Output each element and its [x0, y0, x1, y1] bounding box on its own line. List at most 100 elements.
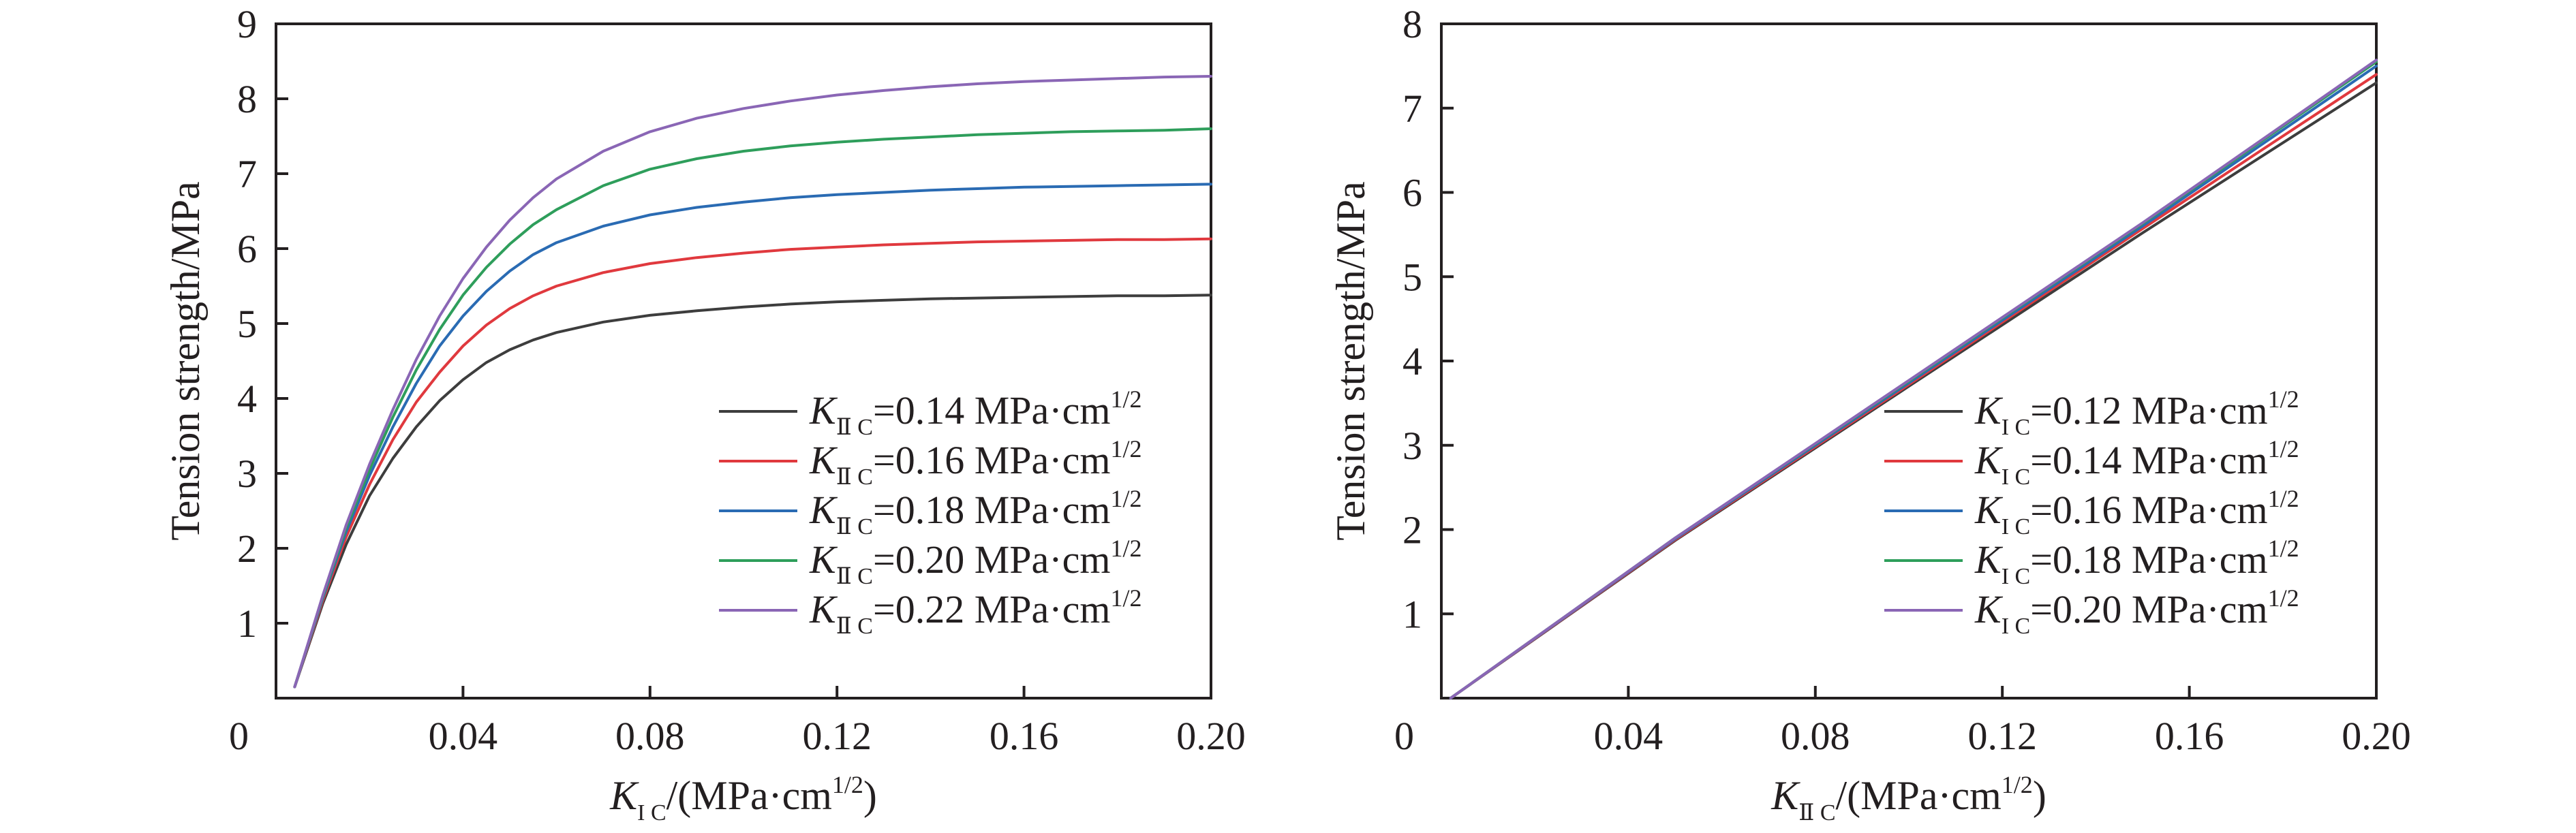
legend-entry-1: KⅡ C=0.14 MPa·cm1/2 — [809, 386, 1141, 440]
x-tick-label: 0.04 — [1594, 714, 1663, 758]
x-tick-label: 0.16 — [2155, 714, 2224, 758]
y-tick-label: 2 — [1402, 508, 1422, 552]
origin-label: 0 — [1394, 714, 1414, 758]
y-tick-label: 2 — [237, 526, 257, 571]
chart-panel-2: 0.04 0.08 0.12 0.16 0.20 1 2 3 4 5 6 7 8 0 Tension str… — [1328, 2, 2411, 826]
x-tick-label: 0.12 — [1967, 714, 2037, 758]
y-tick-label: 9 — [237, 2, 257, 46]
legend-value: =0.22 — [873, 587, 964, 631]
legend-entry-4: KⅡ C=0.20 MPa·cm1/2 — [809, 535, 1141, 589]
legend-subscript: Ⅱ C — [836, 415, 873, 440]
legend-value: =0.16 — [873, 438, 964, 482]
x-axis-superscript: 1/2 — [2002, 771, 2033, 798]
legend-unit: MPa·cm — [964, 438, 1110, 482]
legend-value: =0.20 — [873, 537, 964, 582]
legend-superscript: 1/2 — [2268, 584, 2299, 612]
legend-superscript: 1/2 — [2268, 386, 2299, 413]
series-line-2 — [293, 237, 1212, 689]
x-axis-subscript: I C — [637, 800, 666, 826]
x-axis-superscript: 1/2 — [832, 771, 863, 798]
legend-symbol: K — [1974, 388, 2004, 433]
legend-unit: MPa·cm — [964, 587, 1110, 631]
legend-value: =0.18 — [873, 488, 964, 532]
legend-subscript: I C — [2002, 564, 2031, 589]
legend-symbol: K — [1974, 488, 2004, 532]
legend-subscript: Ⅱ C — [836, 564, 873, 589]
x-axis-symbol: K — [609, 773, 639, 818]
x-tick-label: 0.04 — [429, 714, 498, 758]
legend-entry-3: KI C=0.16 MPa·cm1/2 — [1974, 485, 2299, 539]
legend-superscript: 1/2 — [1110, 535, 1141, 562]
legend-unit: MPa·cm — [2121, 537, 2267, 582]
legend-superscript: 1/2 — [1110, 386, 1141, 413]
y-tick-label: 4 — [1402, 339, 1422, 383]
x-tick-label: 0.20 — [2342, 714, 2411, 758]
y-tick-label: 1 — [237, 601, 257, 646]
legend-entry-4: KI C=0.18 MPa·cm1/2 — [1974, 535, 2299, 589]
legend-symbol: K — [1974, 587, 2004, 631]
y-tick-label: 7 — [237, 152, 257, 196]
legend-superscript: 1/2 — [1110, 435, 1141, 462]
legend-superscript: 1/2 — [1110, 584, 1141, 612]
legend-subscript: Ⅱ C — [836, 514, 873, 539]
y-tick-label: 1 — [1402, 592, 1422, 636]
series-line-5 — [293, 75, 1212, 689]
x-axis-unit: /(MPa·cm — [666, 773, 832, 818]
x-tick-label: 0.08 — [615, 714, 685, 758]
legend-unit: MPa·cm — [2121, 388, 2267, 433]
legend-value: =0.12 — [2030, 388, 2121, 433]
x-tick-label: 0.16 — [990, 714, 1059, 758]
x-axis-label: KⅡ C/(MPa·cm1/2) — [1770, 771, 2046, 826]
legend-entry-5: KⅡ C=0.22 MPa·cm1/2 — [809, 584, 1141, 639]
y-axis-label: Tension strength/MPa — [163, 181, 208, 540]
legend-superscript: 1/2 — [2268, 435, 2299, 462]
x-axis-symbol: K — [1770, 773, 1800, 818]
x-axis-subscript: Ⅱ C — [1798, 800, 1835, 826]
y-tick-label: 3 — [237, 452, 257, 496]
legend-subscript: I C — [2002, 415, 2031, 440]
legend-subscript: I C — [2002, 614, 2031, 639]
legend-entry-2: KⅡ C=0.16 MPa·cm1/2 — [809, 435, 1141, 490]
legend-entry-3: KⅡ C=0.18 MPa·cm1/2 — [809, 485, 1141, 539]
legend-entry-5: KI C=0.20 MPa·cm1/2 — [1974, 584, 2299, 639]
legend-entry-2: KI C=0.14 MPa·cm1/2 — [1974, 435, 2299, 490]
legend-subscript: I C — [2002, 514, 2031, 539]
x-axis-close: ) — [863, 773, 877, 818]
legend-value: =0.14 — [873, 388, 964, 433]
legend-unit: MPa·cm — [2121, 438, 2267, 482]
legend-unit: MPa·cm — [964, 488, 1110, 532]
legend-unit: MPa·cm — [964, 388, 1110, 433]
legend-symbol: K — [809, 587, 838, 631]
y-tick-label: 8 — [237, 77, 257, 121]
y-tick-label: 7 — [1402, 87, 1422, 131]
plot-frame — [275, 22, 1212, 700]
legend-value: =0.20 — [2030, 587, 2121, 631]
legend-symbol: K — [1974, 537, 2004, 582]
legend-unit: MPa·cm — [2121, 488, 2267, 532]
x-axis-label: KI C/(MPa·cm1/2) — [609, 771, 877, 826]
x-axis-close: ) — [2033, 773, 2046, 818]
y-tick-label: 5 — [1402, 255, 1422, 299]
legend-value: =0.18 — [2030, 537, 2121, 582]
series-line-4 — [293, 127, 1212, 689]
legend-unit: MPa·cm — [964, 537, 1110, 582]
legend-subscript: Ⅱ C — [836, 465, 873, 490]
legend-value: =0.16 — [2030, 488, 2121, 532]
legend-subscript: I C — [2002, 465, 2031, 490]
chart-panel-1: 0.04 0.08 0.12 0.16 0.20 1 2 3 4 5 6 7 8 9 0 Tension st… — [163, 2, 1246, 826]
legend-symbol: K — [809, 537, 838, 582]
series-line-3 — [293, 183, 1212, 689]
legend: KI C=0.12 MPa·cm1/2KI C=0.14 MPa·cm1/2KI… — [1884, 386, 2299, 639]
y-tick-label: 8 — [1402, 2, 1422, 46]
legend-subscript: Ⅱ C — [836, 614, 873, 639]
origin-label: 0 — [229, 714, 249, 758]
y-axis-label: Tension strength/MPa — [1328, 181, 1373, 540]
legend-entry-1: KI C=0.12 MPa·cm1/2 — [1974, 386, 2299, 440]
series-line-5 — [1449, 59, 2378, 700]
y-tick-label: 4 — [237, 377, 257, 421]
legend-unit: MPa·cm — [2121, 587, 2267, 631]
legend-value: =0.14 — [2030, 438, 2121, 482]
y-tick-label: 5 — [237, 302, 257, 346]
